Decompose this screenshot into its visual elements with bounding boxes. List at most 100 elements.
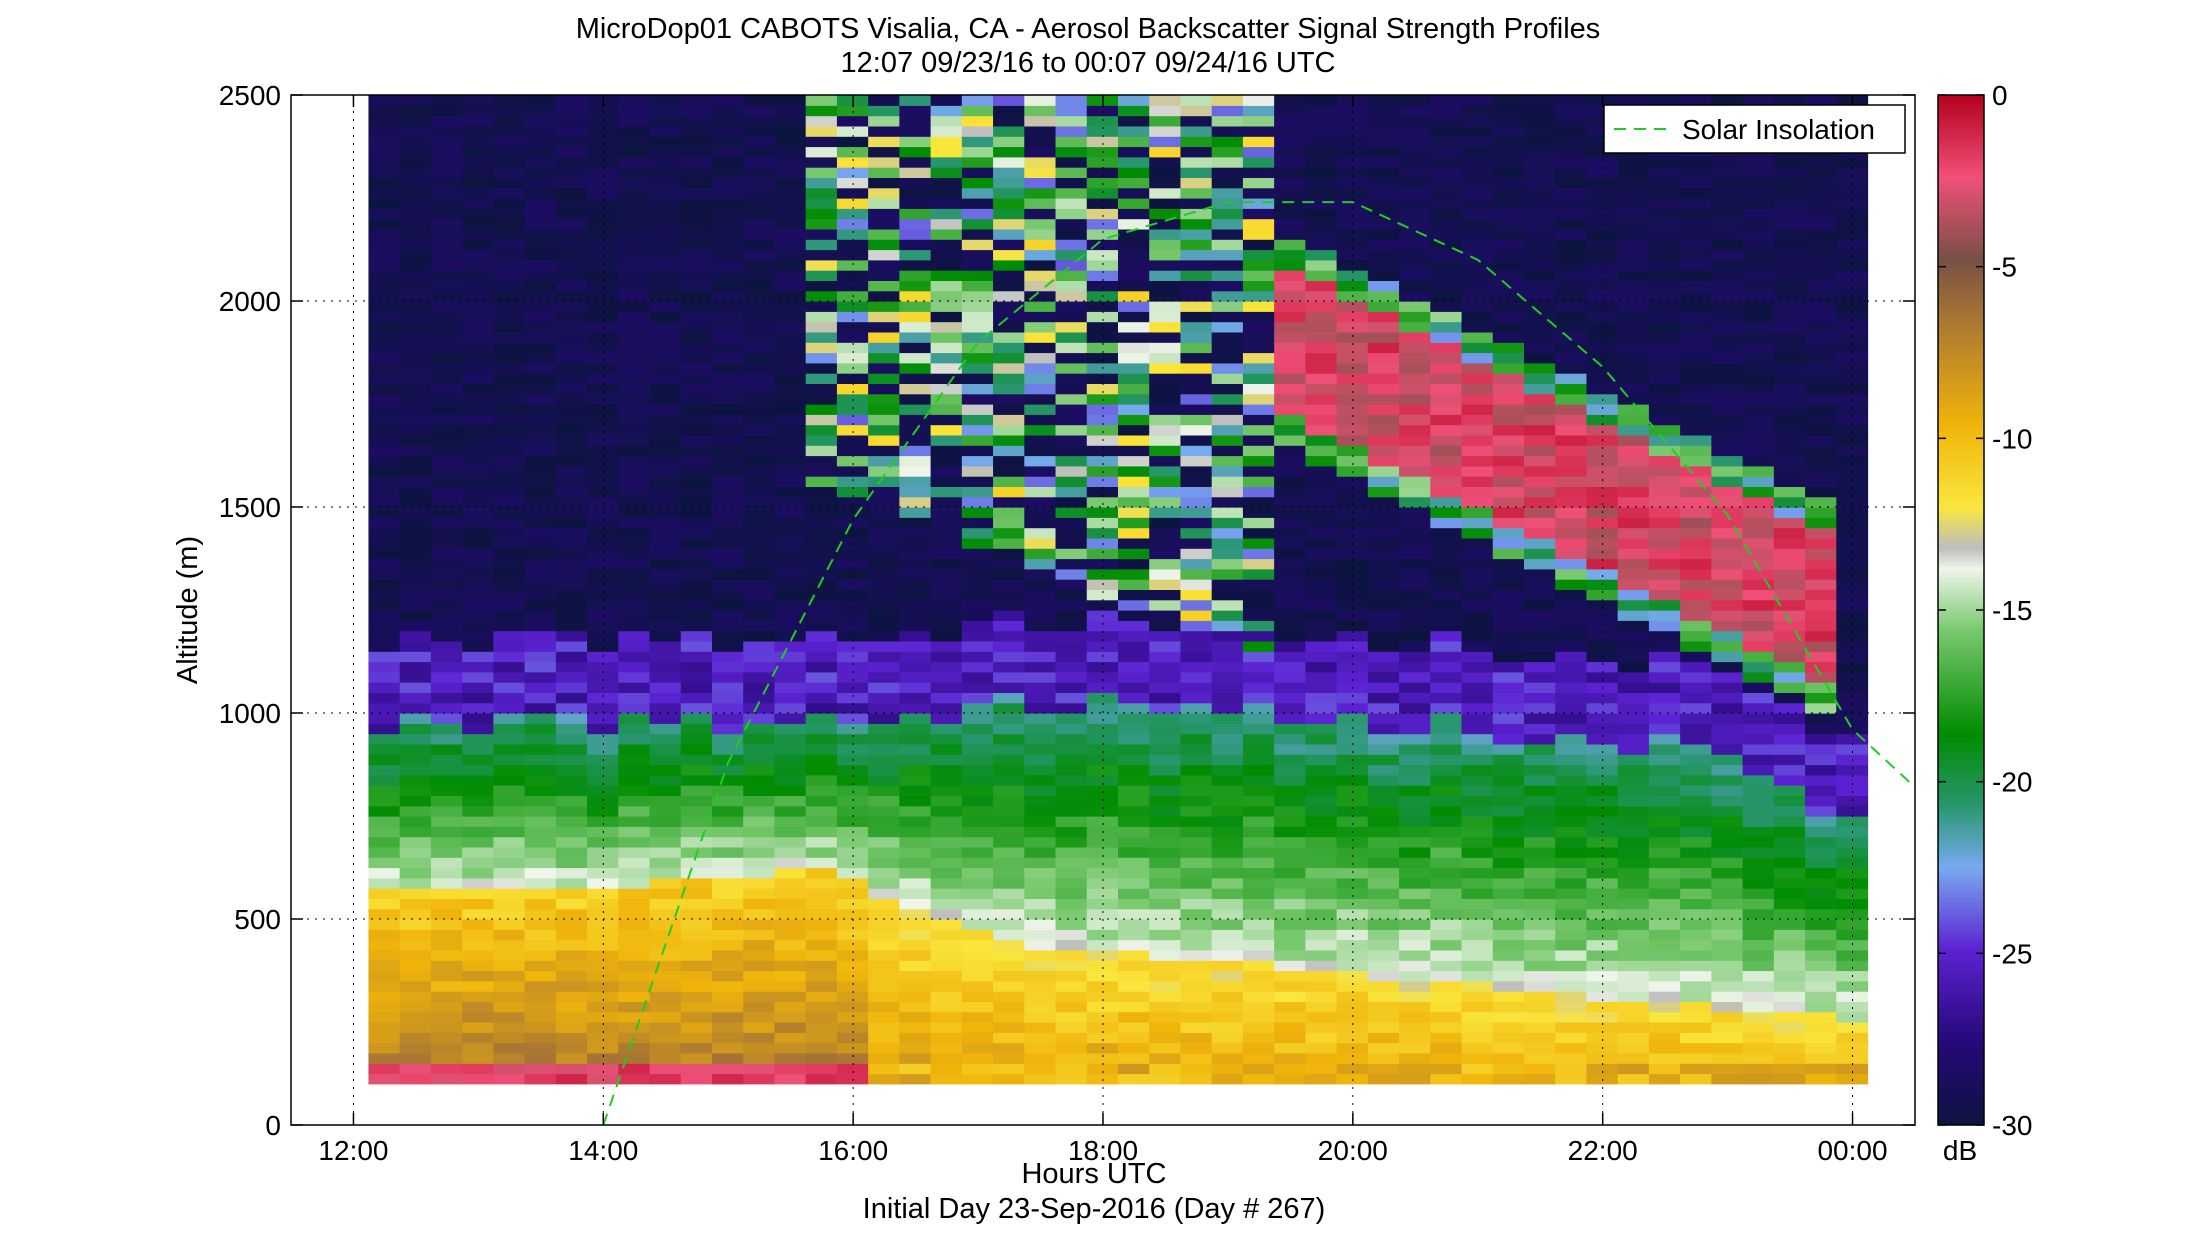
heatmap-cell [1617,434,1650,446]
heatmap-cell [368,280,401,292]
heatmap-cell [1586,517,1619,529]
heatmap-cell [1180,682,1213,693]
heatmap-cell [493,702,526,714]
heatmap-cell [774,949,807,961]
heatmap-cell [805,156,838,168]
heatmap-cell [1149,445,1182,457]
heatmap-cell [1680,816,1712,827]
heatmap-cell [524,455,557,467]
heatmap-cell [555,785,588,796]
heatmap-cell [1024,846,1057,858]
heatmap-cell [1492,187,1525,199]
heatmap-cell [1773,599,1806,611]
heatmap-cell [524,919,557,930]
heatmap-cell [1180,929,1213,941]
heatmap-cell [993,486,1025,498]
heatmap-cell [868,239,900,251]
heatmap-cell [1430,579,1463,590]
heatmap-cell [1773,362,1806,374]
heatmap-cell [1399,774,1431,786]
heatmap-cell [1742,537,1775,549]
heatmap-cell [1711,218,1744,230]
heatmap-cell [1586,270,1619,281]
heatmap-cell [1492,919,1525,930]
heatmap-cell [1242,507,1275,518]
heatmap-cell [1336,743,1369,755]
heatmap-cell [1274,692,1306,704]
heatmap-cell [1773,929,1806,941]
heatmap-cell [1399,816,1431,827]
heatmap-cell [1305,692,1338,704]
heatmap-cell [680,465,713,477]
heatmap-cell [993,393,1025,405]
heatmap-cell [1274,239,1306,251]
heatmap-cell [555,888,588,899]
heatmap-cell [899,321,932,333]
heatmap-cell [1149,599,1182,611]
heatmap-cell [524,826,557,838]
heatmap-cell [1117,249,1150,261]
heatmap-cell [1742,239,1775,251]
heatmap-cell [680,352,713,364]
heatmap-cell [1461,651,1494,663]
heatmap-cell [1617,362,1650,374]
heatmap-cell [649,321,682,333]
heatmap-cell [1117,125,1150,137]
heatmap-cell [524,527,557,539]
heatmap-cell [1617,949,1650,961]
heatmap-cell [1461,599,1494,611]
heatmap-cell [430,146,463,158]
heatmap-cell [1586,301,1619,312]
heatmap-cell [649,1011,682,1023]
heatmap-cell [1274,589,1306,601]
heatmap-cell [1492,321,1525,333]
heatmap-cell [1742,867,1775,879]
heatmap-cell [462,517,494,529]
heatmap-cell [1086,136,1119,148]
heatmap-cell [462,259,494,271]
heatmap-cell [1523,1011,1556,1023]
heatmap-cell [462,362,494,374]
heatmap-cell [1742,321,1775,333]
heatmap-cell [1742,980,1775,992]
heatmap-cell [868,342,900,354]
heatmap-cell [1773,579,1806,590]
heatmap-cell [1305,342,1338,354]
heatmap-cell [618,929,651,941]
heatmap-cell [493,692,526,704]
heatmap-cell [1773,424,1806,436]
heatmap-cell [649,651,682,663]
heatmap-cell [1555,177,1588,189]
heatmap-cell [1805,723,1837,735]
heatmap-cell [930,208,963,220]
heatmap-cell [1711,579,1744,590]
heatmap-cell [1773,888,1806,899]
heatmap-cell [1274,136,1306,148]
heatmap-cell [1430,785,1463,796]
heatmap-cell [399,548,432,560]
heatmap-cell [930,228,963,240]
heatmap-cell [1086,455,1119,467]
heatmap-cell [743,125,776,137]
heatmap-cell [1711,167,1744,178]
heatmap-cell [462,167,494,178]
heatmap-cell [805,373,838,384]
heatmap-cell [1461,537,1494,549]
heatmap-cell [1586,888,1619,899]
heatmap-cell [774,496,807,508]
heatmap-cell [430,898,463,910]
heatmap-cell [1805,939,1837,951]
heatmap-cell [993,537,1025,549]
heatmap-cell [1805,754,1837,766]
heatmap-cell [1461,383,1494,395]
heatmap-cell [993,908,1025,920]
heatmap-cell [930,898,963,910]
heatmap-cell [1336,1063,1369,1075]
heatmap-cell [1274,352,1306,364]
heatmap-cell [1305,568,1338,580]
heatmap-cell [1024,970,1057,982]
heatmap-cell [680,795,713,807]
heatmap-cell [805,630,838,642]
heatmap-cell [1680,671,1712,683]
heatmap-cell [1305,270,1338,281]
